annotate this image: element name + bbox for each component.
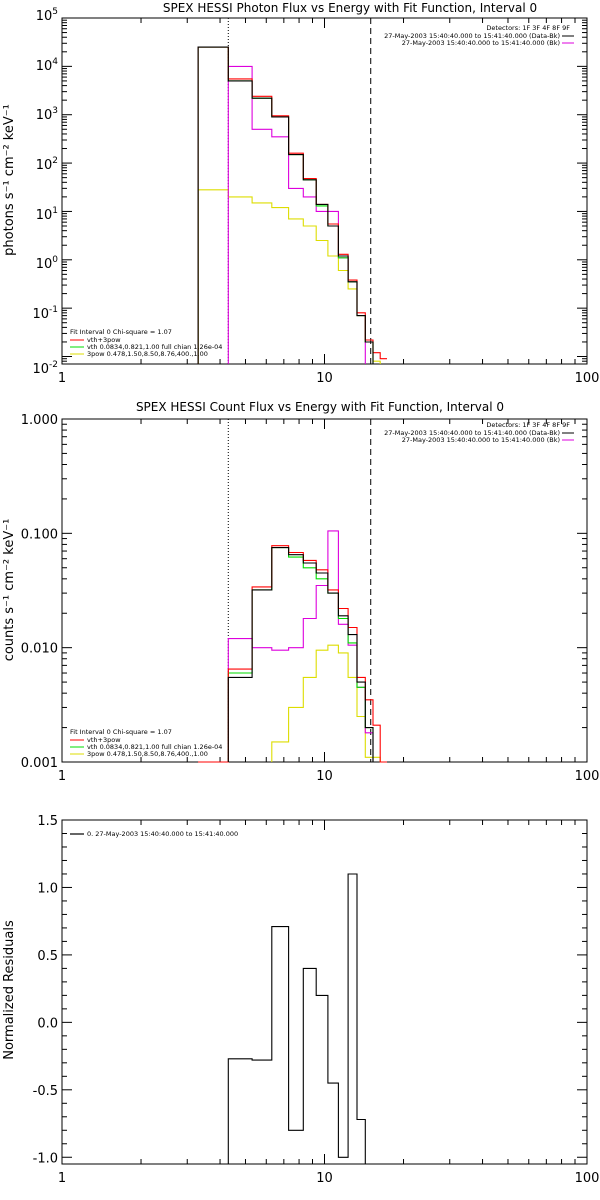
- count-bk-label: 27-May-2003 15:40:40.000 to 15:41:40.000…: [402, 436, 560, 444]
- count-fit-vth-label: vth 0.0834,0.821,1.00 full chian 1.26e-0…: [87, 743, 222, 751]
- photon-plot: 1 10 100: [58, 17, 600, 386]
- count-y-tick-label: 0.100: [21, 527, 58, 542]
- count-fit-total-label: vth+3pow: [87, 736, 121, 744]
- photon-panel: SPEX HESSI Photon Flux vs Energy with Fi…: [2, 1, 574, 377]
- residuals-y-tick-label: 1.5: [37, 814, 58, 829]
- residuals-x-tick-label: 100: [575, 1171, 600, 1186]
- photon-series-1: [197, 46, 387, 364]
- photon-fit-legend: Fit Interval 0 Chi-square = 1.07 vth+3po…: [70, 328, 222, 358]
- photon-y-tick-1e5: 105: [36, 7, 58, 24]
- photon-series-4: [197, 189, 381, 364]
- count-fit-header: Fit Interval 0 Chi-square = 1.07: [70, 728, 172, 736]
- residuals-plot: 1 10 100 -1.0 -0.5 0.0 0.5 1.0 1.5: [33, 814, 600, 1186]
- photon-fit-vth-label: vth 0.0834,0.821,1.00 full chian 1.26e-0…: [87, 343, 222, 351]
- count-y-tick-label: 0.001: [21, 756, 58, 771]
- photon-bk-label: 27-May-2003 15:40:40.000 to 15:41:40.000…: [402, 39, 560, 47]
- photon-y-tick-1e2: 102: [36, 156, 58, 173]
- photon-fit-total-label: vth+3pow: [87, 336, 121, 344]
- residuals-y-tick-label: -1.0: [33, 1151, 58, 1166]
- photon-frame: [61, 17, 588, 365]
- count-fit-legend: Fit Interval 0 Chi-square = 1.07 vth+3po…: [70, 728, 222, 758]
- count-series-0: [227, 547, 374, 762]
- photon-series-0: [197, 46, 374, 364]
- residuals-x-tick-label: 10: [316, 1171, 333, 1186]
- count-series-3: [227, 530, 374, 762]
- photon-x-tick-label: 100: [575, 371, 600, 386]
- count-panel: SPEX HESSI Count Flux vs Energy with Fit…: [2, 400, 574, 758]
- photon-y-tick-1e1: 101: [36, 206, 58, 223]
- count-y-tick-label: 1.000: [21, 413, 58, 428]
- photon-title: SPEX HESSI Photon Flux vs Energy with Fi…: [163, 1, 537, 15]
- photon-y-tick-1e-1: 10-1: [32, 305, 58, 322]
- residuals-series-0: [227, 873, 366, 1164]
- residuals-y-tick-label: -0.5: [33, 1084, 58, 1099]
- photon-y-axis-label: photons s⁻¹ cm⁻² keV⁻¹: [2, 104, 17, 256]
- residuals-legend-label: 0. 27-May-2003 15:40:40.000 to 15:41:40.…: [87, 830, 238, 838]
- residuals-y-axis-label: Normalized Residuals: [2, 920, 17, 1060]
- count-series-2: [227, 547, 374, 762]
- residuals-frame: [61, 819, 588, 1165]
- count-fit-3pow-label: 3pow 0.478,1.50,8.50,8.76,400.,1.00: [87, 750, 208, 758]
- count-x-tick-label: 100: [575, 769, 600, 784]
- photon-y-tick-1e3: 103: [36, 106, 58, 123]
- photon-series-3: [227, 65, 366, 364]
- photon-y-tick-labels: 10-2 10-1 100 101 102 103 104 105: [32, 7, 58, 377]
- count-series-1: [198, 545, 387, 763]
- count-x-tick-label: 10: [316, 769, 333, 784]
- photon-y-tick-1e-2: 10-2: [32, 360, 58, 377]
- plot-area: 1 10 100 1 10 100 0.001 0.010 0.100 1.000 1 10 100 -1…: [21, 17, 600, 1186]
- count-series-4: [271, 644, 381, 762]
- count-frame: [61, 418, 588, 763]
- photon-x-tick-label: 10: [316, 371, 333, 386]
- photon-detectors-label: Detectors: 1F 3F 4F 8F 9F: [486, 24, 570, 32]
- count-detector-legend: Detectors: 1F 3F 4F 8F 9F 27-May-2003 15…: [384, 421, 574, 444]
- count-x-tick-label: 1: [58, 769, 66, 784]
- count-title: SPEX HESSI Count Flux vs Energy with Fit…: [136, 400, 504, 414]
- residuals-x-tick-label: 1: [58, 1171, 66, 1186]
- photon-y-tick-1e4: 104: [36, 57, 59, 74]
- residuals-y-tick-label: 1.0: [37, 881, 58, 896]
- count-y-tick-label: 0.010: [21, 642, 58, 657]
- photon-detector-legend: Detectors: 1F 3F 4F 8F 9F 27-May-2003 15…: [384, 24, 574, 47]
- photon-series-2: [197, 46, 374, 364]
- residuals-y-tick-label: 0.0: [37, 1016, 58, 1031]
- photon-x-tick-label: 1: [58, 371, 66, 386]
- count-data-bk-label: 27-May-2003 15:40:40.000 to 15:41:40.000…: [384, 429, 560, 437]
- residuals-y-tick-label: 0.5: [37, 949, 58, 964]
- photon-fit-header: Fit Interval 0 Chi-square = 1.07: [70, 328, 172, 336]
- residuals-panel: Normalized Residuals 0. 27-May-2003 15:4…: [2, 830, 238, 1060]
- count-y-axis-label: counts s⁻¹ cm⁻² keV⁻¹: [2, 519, 17, 662]
- count-plot: 1 10 100 0.001 0.010 0.100 1.000: [21, 413, 600, 784]
- photon-y-tick-1e0: 100: [36, 255, 59, 272]
- photon-data-bk-label: 27-May-2003 15:40:40.000 to 15:41:40.000…: [384, 32, 560, 40]
- count-detectors-label: Detectors: 1F 3F 4F 8F 9F: [486, 421, 570, 429]
- photon-fit-3pow-label: 3pow 0.478,1.50,8.50,8.76,400.,1.00: [87, 350, 208, 358]
